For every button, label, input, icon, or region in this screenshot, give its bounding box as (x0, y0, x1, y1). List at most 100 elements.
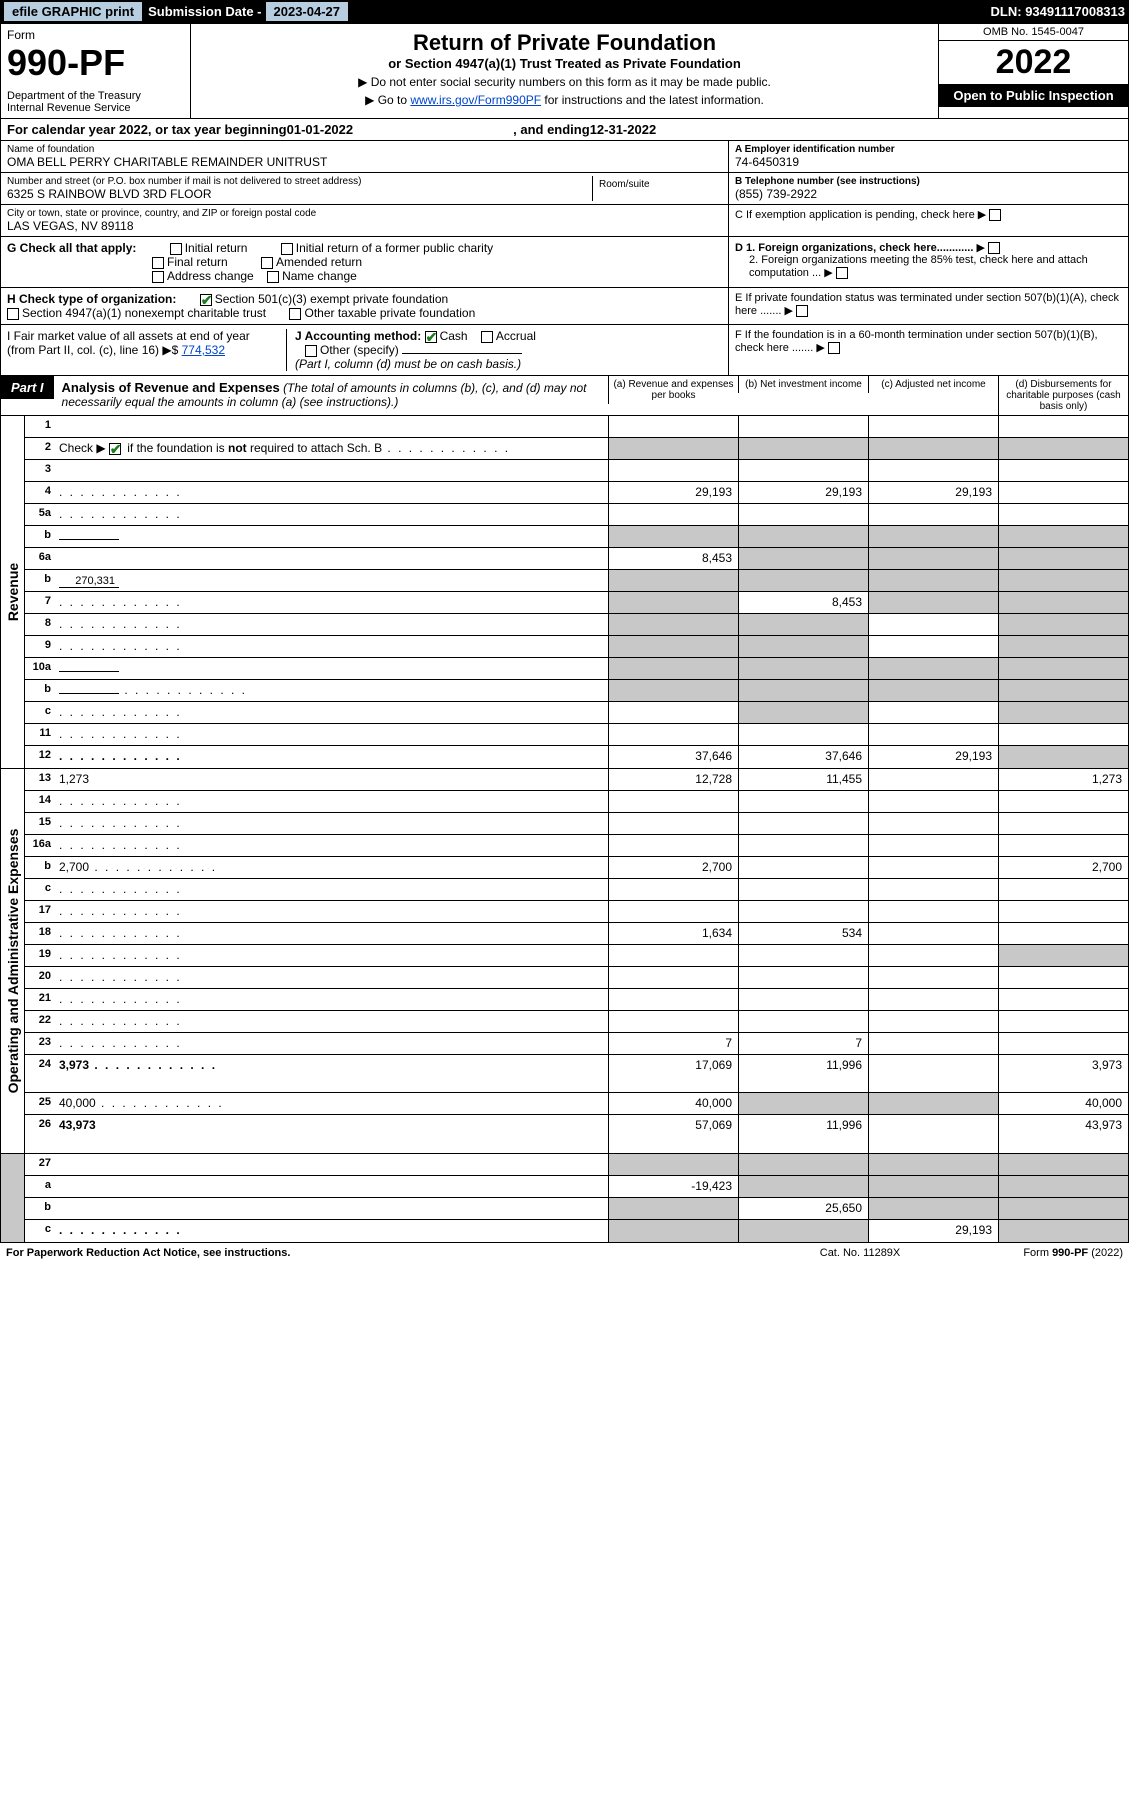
col-c-hdr: (c) Adjusted net income (868, 376, 998, 393)
line-desc (55, 1154, 608, 1175)
table-row: 181,634534 (25, 923, 1128, 945)
amount-col-a: -19,423 (608, 1176, 738, 1197)
line-desc: 43,973 (55, 1115, 608, 1153)
c-checkbox[interactable] (989, 209, 1001, 221)
line-number: 11 (25, 724, 55, 745)
i-value-link[interactable]: 774,532 (182, 343, 225, 357)
amount-col-c (868, 1055, 998, 1092)
e-label: E If private foundation status was termi… (735, 292, 1119, 317)
ein-value: 74-6450319 (735, 155, 1122, 169)
amount-col-c (868, 658, 998, 679)
amount-col-b: 534 (738, 923, 868, 944)
d1-checkbox[interactable] (988, 242, 1000, 254)
line-desc (55, 1011, 608, 1032)
name-cell: Name of foundation OMA BELL PERRY CHARIT… (1, 141, 728, 173)
amount-col-b (738, 702, 868, 723)
j-cash-checkbox[interactable] (425, 331, 437, 343)
amount-col-d: 3,973 (998, 1055, 1128, 1092)
line-number: 10a (25, 658, 55, 679)
g-initial-checkbox[interactable] (170, 243, 182, 255)
note-link: ▶ Go to www.irs.gov/Form990PF for instru… (199, 93, 930, 107)
amount-col-c (868, 460, 998, 481)
amount-col-c (868, 680, 998, 701)
amount-col-a (608, 614, 738, 635)
col-b-hdr: (b) Net investment income (738, 376, 868, 393)
j-other-checkbox[interactable] (305, 345, 317, 357)
entity-block: Name of foundation OMA BELL PERRY CHARIT… (0, 141, 1129, 237)
table-row: b 270,331 (25, 570, 1128, 592)
table-row: 8 (25, 614, 1128, 636)
e-checkbox[interactable] (796, 305, 808, 317)
g-initial-former-checkbox[interactable] (281, 243, 293, 255)
amount-col-c (868, 702, 998, 723)
line-number: 9 (25, 636, 55, 657)
amount-col-d (998, 1220, 1128, 1242)
amount-col-d (998, 989, 1128, 1010)
line-number: 17 (25, 901, 55, 922)
amount-col-d (998, 1176, 1128, 1197)
bottom-table: 27a-19,423b25,650c29,193 (0, 1154, 1129, 1243)
amount-col-b (738, 835, 868, 856)
cal-pre: For calendar year 2022, or tax year begi… (7, 122, 287, 137)
g-opt-4: Address change (167, 269, 254, 283)
table-row: 15 (25, 813, 1128, 835)
c-cell: C If exemption application is pending, c… (729, 205, 1128, 224)
addr-cell: Number and street (or P.O. box number if… (1, 173, 728, 205)
amount-col-b (738, 460, 868, 481)
j-label: J Accounting method: (295, 329, 421, 343)
revenue-rows: 12Check ▶ if the foundation is not requi… (25, 416, 1128, 768)
amount-col-a (608, 901, 738, 922)
cal-mid: , and ending (513, 122, 590, 137)
amount-col-c (868, 945, 998, 966)
g-name-checkbox[interactable] (267, 271, 279, 283)
line-desc (55, 548, 608, 569)
amount-col-d: 40,000 (998, 1093, 1128, 1114)
line-desc (55, 702, 608, 723)
j-accrual-checkbox[interactable] (481, 331, 493, 343)
ij-section: I Fair market value of all assets at end… (1, 325, 728, 375)
inline-value (59, 693, 119, 694)
line-desc (55, 460, 608, 481)
form-title: Return of Private Foundation (199, 30, 930, 56)
amount-col-a (608, 945, 738, 966)
g-final-checkbox[interactable] (152, 257, 164, 269)
amount-col-b: 11,996 (738, 1115, 868, 1153)
amount-col-a (608, 658, 738, 679)
amount-col-a (608, 504, 738, 525)
table-row: 27 (25, 1154, 1128, 1176)
amount-col-d: 43,973 (998, 1115, 1128, 1153)
instructions-link[interactable]: www.irs.gov/Form990PF (410, 93, 541, 107)
revenue-table: Revenue 12Check ▶ if the foundation is n… (0, 416, 1129, 769)
d2-checkbox[interactable] (836, 267, 848, 279)
f-section: F If the foundation is in a 60-month ter… (728, 325, 1128, 375)
h2-checkbox[interactable] (7, 308, 19, 320)
part1-tab: Part I (1, 376, 54, 399)
schb-checkbox[interactable] (109, 443, 121, 455)
part1-header: Part I Analysis of Revenue and Expenses … (0, 376, 1129, 416)
submission-label: Submission Date - (148, 4, 261, 19)
amount-col-c (868, 438, 998, 459)
h3-checkbox[interactable] (289, 308, 301, 320)
line-desc (55, 614, 608, 635)
footer-cat: Cat. No. 11289X (820, 1247, 901, 1259)
h2-label: Section 4947(a)(1) nonexempt charitable … (22, 306, 266, 320)
f-checkbox[interactable] (828, 342, 840, 354)
amount-col-b: 11,996 (738, 1055, 868, 1092)
amount-col-b (738, 680, 868, 701)
amount-col-b: 25,650 (738, 1198, 868, 1219)
amount-col-c (868, 548, 998, 569)
line-number: 21 (25, 989, 55, 1010)
amount-col-c (868, 1033, 998, 1054)
line-desc (55, 879, 608, 900)
efile-badge[interactable]: efile GRAPHIC print (4, 2, 142, 21)
amount-col-b (738, 548, 868, 569)
table-row: 2377 (25, 1033, 1128, 1055)
h1-checkbox[interactable] (200, 294, 212, 306)
g-address-checkbox[interactable] (152, 271, 164, 283)
g-amended-checkbox[interactable] (261, 257, 273, 269)
footer-left: For Paperwork Reduction Act Notice, see … (6, 1247, 290, 1259)
amount-col-c (868, 1011, 998, 1032)
cal-end: 12-31-2022 (590, 122, 657, 137)
d2-label: 2. Foreign organizations meeting the 85%… (749, 254, 1088, 279)
amount-col-b (738, 967, 868, 988)
